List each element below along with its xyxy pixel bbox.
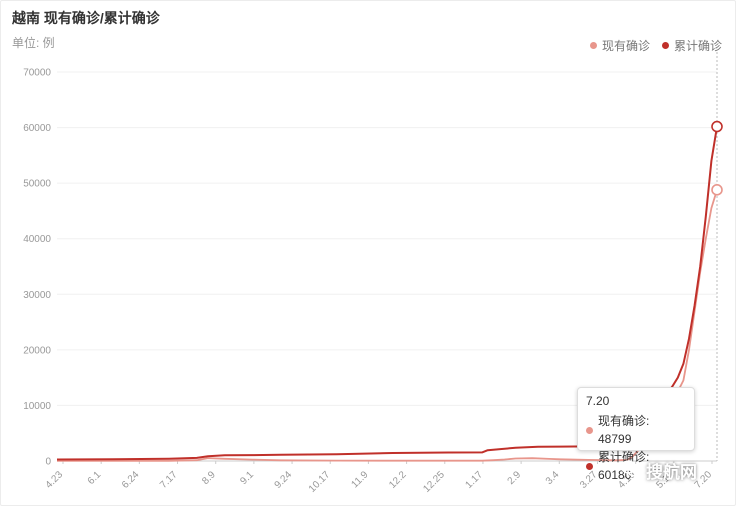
y-tick-label: 0: [45, 457, 51, 468]
legend-dot-total: [661, 42, 669, 49]
tooltip-dot-total: [586, 462, 593, 470]
x-tick-label: 6.24: [120, 469, 142, 491]
endpoint-marker-current: [711, 184, 723, 196]
tooltip-dot-current: [586, 426, 593, 434]
x-tick-label: 10.17: [307, 469, 333, 495]
y-tick-label: 30000: [23, 290, 51, 301]
series-line-current: [56, 189, 718, 462]
x-tick-label: 9.24: [273, 469, 295, 491]
y-tick-label: 70000: [23, 68, 51, 79]
wechat-icon: [620, 460, 642, 482]
x-tick-label: 12.2: [387, 469, 409, 491]
x-tick-label: 8.9: [200, 469, 218, 487]
y-tick-label: 50000: [23, 179, 51, 190]
x-tick-label: 7.17: [158, 469, 180, 491]
watermark-text: 搜航网: [646, 463, 697, 482]
y-tick-label: 60000: [23, 123, 51, 134]
tooltip-text-current: 现有确诊: 48799: [598, 414, 650, 446]
x-tick-label: 9.1: [238, 469, 256, 487]
x-tick-label: 4.23: [44, 469, 66, 491]
legend-item-current[interactable]: 现有确诊: [589, 37, 650, 54]
legend-label-total: 累计确诊: [673, 39, 722, 53]
endpoint-marker-total: [711, 120, 723, 133]
x-tick-label: 6.1: [86, 469, 104, 487]
legend-dot-current: [589, 42, 597, 49]
legend-item-total[interactable]: 累计确诊: [661, 37, 722, 54]
tooltip: 7.20 现有确诊: 48799 累计确诊: 60180: [577, 387, 695, 482]
tooltip-row-current: 现有确诊: 48799: [586, 412, 686, 448]
y-tick-label: 40000: [23, 234, 51, 245]
x-tick-label: 2.9: [506, 469, 524, 487]
legend-label-current: 现有确诊: [601, 39, 650, 53]
chart-title: 越南 现有确诊/累计确诊: [12, 10, 160, 26]
x-tick-label: 11.9: [350, 469, 371, 490]
unit-label: 单位: 例: [12, 36, 55, 50]
x-tick-label: 1.17: [464, 469, 486, 491]
y-tick-label: 20000: [23, 345, 51, 356]
tooltip-date: 7.20: [586, 394, 610, 408]
legend: 现有确诊 累计确诊: [589, 37, 722, 54]
x-tick-label: 3.4: [544, 469, 562, 487]
y-tick-label: 10000: [23, 401, 51, 412]
x-tick-label: 12.25: [421, 469, 447, 495]
watermark: 搜航网: [620, 458, 697, 483]
